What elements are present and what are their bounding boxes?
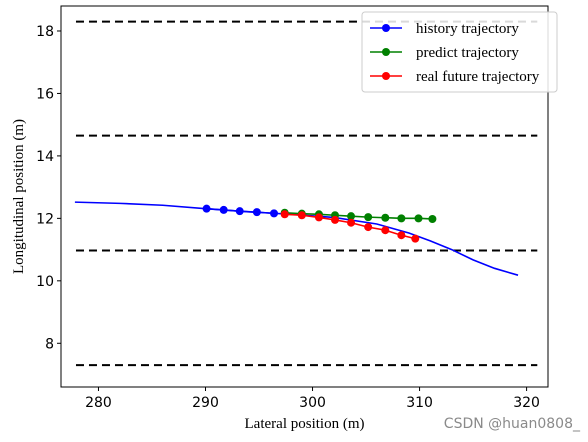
y-tick-label: 16 [36,86,54,102]
legend: history trajectory predict trajectory real… [361,11,558,93]
y-tick-label: 8 [45,336,54,352]
series-point [381,213,390,222]
series-point [411,234,420,243]
legend-marker [382,24,390,32]
series-point [280,210,289,219]
legend-label: real future trajectory [416,69,540,85]
series-point [364,213,373,222]
x-tick-label: 300 [299,395,326,411]
x-tick-label: 290 [192,395,219,411]
watermark-text: CSDN @huan0808_ [444,416,581,432]
series-point [397,214,406,223]
series-point [202,204,211,213]
legend-marker [382,72,390,80]
y-tick-label: 14 [36,149,54,165]
x-axis-label: Lateral position (m) [245,416,365,432]
series-point [297,211,306,220]
series-point [428,214,437,223]
full-path-curve [74,201,519,276]
series-point [219,205,228,214]
series-point [235,207,244,216]
x-tick-label: 320 [513,395,540,411]
plot-area-frame [60,5,549,388]
series-point [347,218,356,227]
series-point [252,208,261,217]
x-tick-label: 310 [406,395,433,411]
y-axis-ticks: 8 10 12 14 16 18 [36,24,61,352]
series-point [381,226,390,235]
legend-marker [382,48,390,56]
series-line [284,211,433,220]
series-point [414,214,423,223]
y-tick-label: 12 [36,211,54,227]
y-axis-label: Longitudinal position (m) [11,119,27,274]
legend-label: history trajectory [416,21,519,37]
series-point [269,209,278,218]
trajectory-curves [74,201,519,276]
y-tick-label: 18 [36,24,54,40]
legend-box [361,11,558,93]
y-tick-label: 10 [36,274,54,290]
x-tick-label: 280 [85,395,112,411]
series-point [314,213,323,222]
series-point [397,231,406,240]
legend-label: predict trajectory [416,45,519,61]
series-point [347,212,356,221]
trajectory-points [202,204,437,243]
x-axis-ticks: 280 290 300 310 320 [85,387,540,411]
series-point [331,215,340,224]
series-point [364,223,373,232]
